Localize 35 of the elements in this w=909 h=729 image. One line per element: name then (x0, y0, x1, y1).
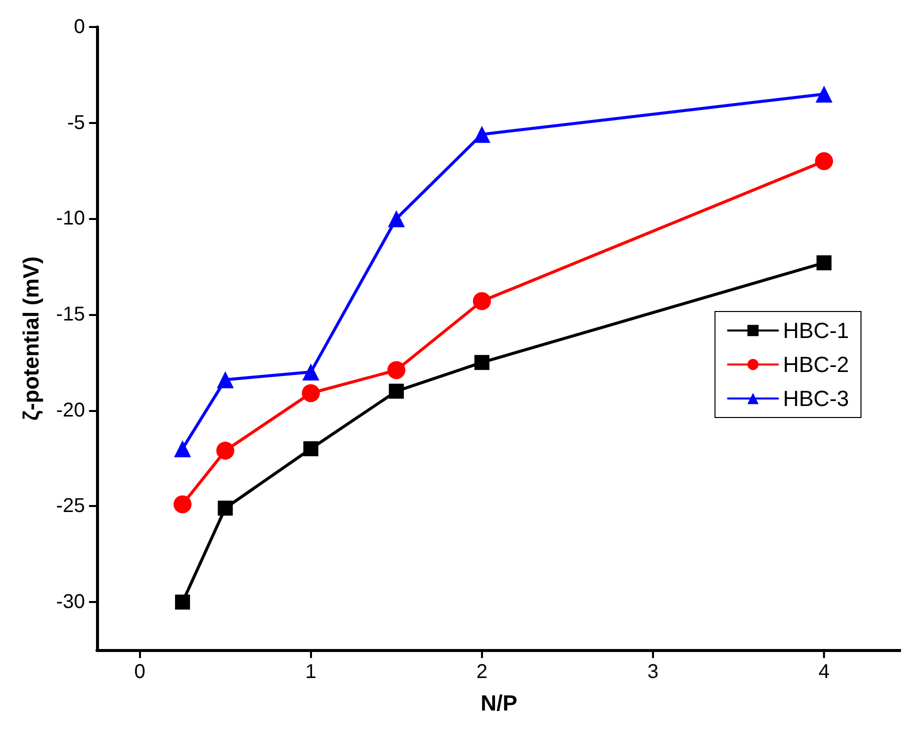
point (175, 594, 190, 610)
point (174, 440, 192, 458)
point (302, 384, 320, 402)
point (388, 384, 404, 399)
legend-label: HBC-2 (782, 352, 850, 377)
x-tick-label: 4 (818, 661, 830, 683)
point (473, 126, 490, 143)
y-tick-label: -20 (56, 399, 85, 422)
y-tick-label: -5 (67, 112, 85, 134)
point (388, 210, 405, 228)
legend-label: HBC-3 (782, 386, 850, 411)
point (174, 495, 192, 514)
y-axis-title: ζ-potential (mV) (18, 256, 44, 421)
legend-label: HBC-1 (782, 318, 850, 343)
point (474, 354, 490, 370)
x-tick-label: 1 (305, 661, 316, 683)
y-tick-label: 0 (74, 16, 85, 38)
point (218, 500, 233, 516)
y-tick-label: -10 (56, 208, 85, 230)
point (815, 152, 834, 170)
point (302, 364, 320, 381)
point (816, 255, 832, 270)
x-axis-title: N/P (480, 690, 518, 716)
x-tick-label: 0 (134, 661, 146, 683)
point (216, 371, 234, 388)
y-tick-label: -25 (56, 495, 85, 518)
x-tick-label: 2 (476, 661, 488, 683)
y-tick-label: -30 (56, 591, 85, 614)
point (216, 442, 234, 460)
point (303, 441, 318, 456)
point (387, 361, 406, 380)
y-tick-label: -15 (56, 304, 85, 326)
point (816, 86, 833, 103)
x-tick-label: 3 (647, 661, 659, 683)
point (472, 292, 491, 310)
